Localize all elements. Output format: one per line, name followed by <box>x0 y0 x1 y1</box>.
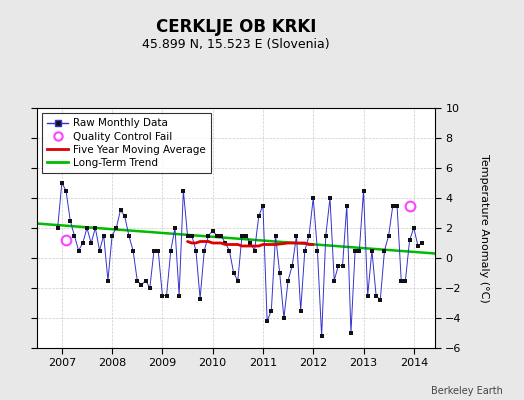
Text: CERKLJE OB KRKI: CERKLJE OB KRKI <box>156 18 316 36</box>
Text: Berkeley Earth: Berkeley Earth <box>431 386 503 396</box>
Text: 45.899 N, 15.523 E (Slovenia): 45.899 N, 15.523 E (Slovenia) <box>142 38 330 51</box>
Legend: Raw Monthly Data, Quality Control Fail, Five Year Moving Average, Long-Term Tren: Raw Monthly Data, Quality Control Fail, … <box>42 113 211 173</box>
Y-axis label: Temperature Anomaly (°C): Temperature Anomaly (°C) <box>478 154 488 302</box>
